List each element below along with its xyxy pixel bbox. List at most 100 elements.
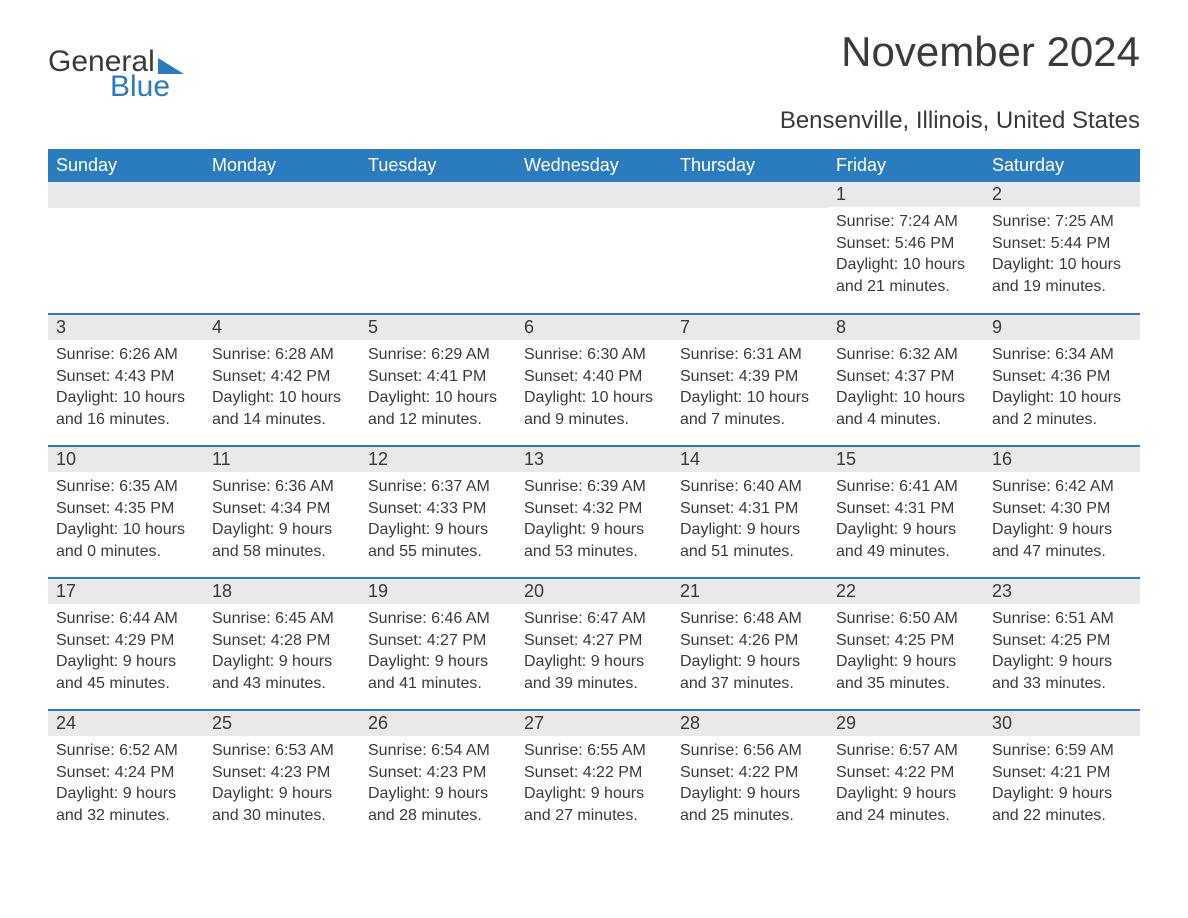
empty-daynum-band: [360, 182, 516, 208]
sunset-line: Sunset: 4:24 PM: [56, 762, 196, 784]
day-data: Sunrise: 6:41 AMSunset: 4:31 PMDaylight:…: [828, 472, 984, 566]
sunrise-line: Sunrise: 6:32 AM: [836, 344, 976, 366]
day-data: Sunrise: 6:34 AMSunset: 4:36 PMDaylight:…: [984, 340, 1140, 434]
daylight-line: Daylight: 9 hours and 25 minutes.: [680, 783, 820, 826]
sunset-line: Sunset: 4:31 PM: [836, 498, 976, 520]
sunset-line: Sunset: 4:33 PM: [368, 498, 508, 520]
daylight-line: Daylight: 10 hours and 16 minutes.: [56, 387, 196, 430]
sunrise-line: Sunrise: 6:56 AM: [680, 740, 820, 762]
sunset-line: Sunset: 5:44 PM: [992, 233, 1132, 255]
empty-cell: [48, 182, 204, 314]
daylight-line: Daylight: 9 hours and 55 minutes.: [368, 519, 508, 562]
sunrise-line: Sunrise: 6:36 AM: [212, 476, 352, 498]
sunrise-line: Sunrise: 6:42 AM: [992, 476, 1132, 498]
sunrise-line: Sunrise: 6:29 AM: [368, 344, 508, 366]
day-number: 5: [360, 315, 516, 340]
daylight-line: Daylight: 9 hours and 37 minutes.: [680, 651, 820, 694]
weekday-header: Friday: [828, 149, 984, 182]
day-number: 17: [48, 579, 204, 604]
calendar-week-row: 24Sunrise: 6:52 AMSunset: 4:24 PMDayligh…: [48, 710, 1140, 842]
day-number: 15: [828, 447, 984, 472]
day-data: Sunrise: 6:46 AMSunset: 4:27 PMDaylight:…: [360, 604, 516, 698]
day-data: Sunrise: 6:39 AMSunset: 4:32 PMDaylight:…: [516, 472, 672, 566]
daylight-line: Daylight: 10 hours and 2 minutes.: [992, 387, 1132, 430]
daylight-line: Daylight: 9 hours and 32 minutes.: [56, 783, 196, 826]
day-number: 1: [828, 182, 984, 207]
day-data: Sunrise: 6:32 AMSunset: 4:37 PMDaylight:…: [828, 340, 984, 434]
location-subtitle: Bensenville, Illinois, United States: [48, 107, 1140, 135]
calendar-day-cell: 11Sunrise: 6:36 AMSunset: 4:34 PMDayligh…: [204, 446, 360, 578]
sunrise-line: Sunrise: 6:55 AM: [524, 740, 664, 762]
daylight-line: Daylight: 10 hours and 21 minutes.: [836, 254, 976, 297]
calendar-day-cell: 1Sunrise: 7:24 AMSunset: 5:46 PMDaylight…: [828, 182, 984, 314]
sunset-line: Sunset: 4:41 PM: [368, 366, 508, 388]
daylight-line: Daylight: 9 hours and 41 minutes.: [368, 651, 508, 694]
calendar-day-cell: 19Sunrise: 6:46 AMSunset: 4:27 PMDayligh…: [360, 578, 516, 710]
daylight-line: Daylight: 10 hours and 9 minutes.: [524, 387, 664, 430]
calendar-day-cell: 5Sunrise: 6:29 AMSunset: 4:41 PMDaylight…: [360, 314, 516, 446]
day-number: 12: [360, 447, 516, 472]
sunrise-line: Sunrise: 6:53 AM: [212, 740, 352, 762]
day-data: Sunrise: 6:51 AMSunset: 4:25 PMDaylight:…: [984, 604, 1140, 698]
day-number: 11: [204, 447, 360, 472]
day-number: 26: [360, 711, 516, 736]
sunrise-line: Sunrise: 7:25 AM: [992, 211, 1132, 233]
calendar-day-cell: 17Sunrise: 6:44 AMSunset: 4:29 PMDayligh…: [48, 578, 204, 710]
day-number: 30: [984, 711, 1140, 736]
day-number: 4: [204, 315, 360, 340]
calendar-week-row: 1Sunrise: 7:24 AMSunset: 5:46 PMDaylight…: [48, 182, 1140, 314]
sunset-line: Sunset: 4:27 PM: [368, 630, 508, 652]
day-data: Sunrise: 6:31 AMSunset: 4:39 PMDaylight:…: [672, 340, 828, 434]
calendar-day-cell: 29Sunrise: 6:57 AMSunset: 4:22 PMDayligh…: [828, 710, 984, 842]
weekday-header: Saturday: [984, 149, 1140, 182]
empty-daynum-band: [48, 182, 204, 208]
daylight-line: Daylight: 9 hours and 53 minutes.: [524, 519, 664, 562]
day-number: 10: [48, 447, 204, 472]
header: General Blue November 2024: [48, 28, 1140, 101]
day-data: Sunrise: 6:57 AMSunset: 4:22 PMDaylight:…: [828, 736, 984, 830]
day-data: Sunrise: 7:25 AMSunset: 5:44 PMDaylight:…: [984, 207, 1140, 301]
sunrise-line: Sunrise: 6:59 AM: [992, 740, 1132, 762]
sunset-line: Sunset: 4:23 PM: [212, 762, 352, 784]
day-data: Sunrise: 6:53 AMSunset: 4:23 PMDaylight:…: [204, 736, 360, 830]
calendar-day-cell: 8Sunrise: 6:32 AMSunset: 4:37 PMDaylight…: [828, 314, 984, 446]
day-number: 28: [672, 711, 828, 736]
sunset-line: Sunset: 4:26 PM: [680, 630, 820, 652]
sunset-line: Sunset: 4:22 PM: [680, 762, 820, 784]
calendar-day-cell: 20Sunrise: 6:47 AMSunset: 4:27 PMDayligh…: [516, 578, 672, 710]
sunset-line: Sunset: 4:39 PM: [680, 366, 820, 388]
day-data: Sunrise: 6:50 AMSunset: 4:25 PMDaylight:…: [828, 604, 984, 698]
day-number: 20: [516, 579, 672, 604]
daylight-line: Daylight: 9 hours and 35 minutes.: [836, 651, 976, 694]
daylight-line: Daylight: 9 hours and 28 minutes.: [368, 783, 508, 826]
day-number: 25: [204, 711, 360, 736]
day-data: Sunrise: 6:29 AMSunset: 4:41 PMDaylight:…: [360, 340, 516, 434]
empty-cell: [204, 182, 360, 314]
empty-cell: [516, 182, 672, 314]
sunrise-line: Sunrise: 6:35 AM: [56, 476, 196, 498]
day-data: Sunrise: 6:36 AMSunset: 4:34 PMDaylight:…: [204, 472, 360, 566]
sunset-line: Sunset: 4:25 PM: [992, 630, 1132, 652]
empty-daynum-band: [204, 182, 360, 208]
day-data: Sunrise: 6:37 AMSunset: 4:33 PMDaylight:…: [360, 472, 516, 566]
calendar-day-cell: 18Sunrise: 6:45 AMSunset: 4:28 PMDayligh…: [204, 578, 360, 710]
day-data: Sunrise: 6:26 AMSunset: 4:43 PMDaylight:…: [48, 340, 204, 434]
sunset-line: Sunset: 4:29 PM: [56, 630, 196, 652]
sunrise-line: Sunrise: 6:50 AM: [836, 608, 976, 630]
empty-cell: [672, 182, 828, 314]
daylight-line: Daylight: 9 hours and 49 minutes.: [836, 519, 976, 562]
calendar-day-cell: 3Sunrise: 6:26 AMSunset: 4:43 PMDaylight…: [48, 314, 204, 446]
sunset-line: Sunset: 5:46 PM: [836, 233, 976, 255]
sunrise-line: Sunrise: 6:40 AM: [680, 476, 820, 498]
empty-daynum-band: [516, 182, 672, 208]
sunrise-line: Sunrise: 6:30 AM: [524, 344, 664, 366]
sunset-line: Sunset: 4:23 PM: [368, 762, 508, 784]
daylight-line: Daylight: 9 hours and 24 minutes.: [836, 783, 976, 826]
sunset-line: Sunset: 4:36 PM: [992, 366, 1132, 388]
sunrise-line: Sunrise: 6:52 AM: [56, 740, 196, 762]
calendar-day-cell: 24Sunrise: 6:52 AMSunset: 4:24 PMDayligh…: [48, 710, 204, 842]
sunset-line: Sunset: 4:40 PM: [524, 366, 664, 388]
day-number: 22: [828, 579, 984, 604]
calendar-day-cell: 4Sunrise: 6:28 AMSunset: 4:42 PMDaylight…: [204, 314, 360, 446]
daylight-line: Daylight: 9 hours and 27 minutes.: [524, 783, 664, 826]
